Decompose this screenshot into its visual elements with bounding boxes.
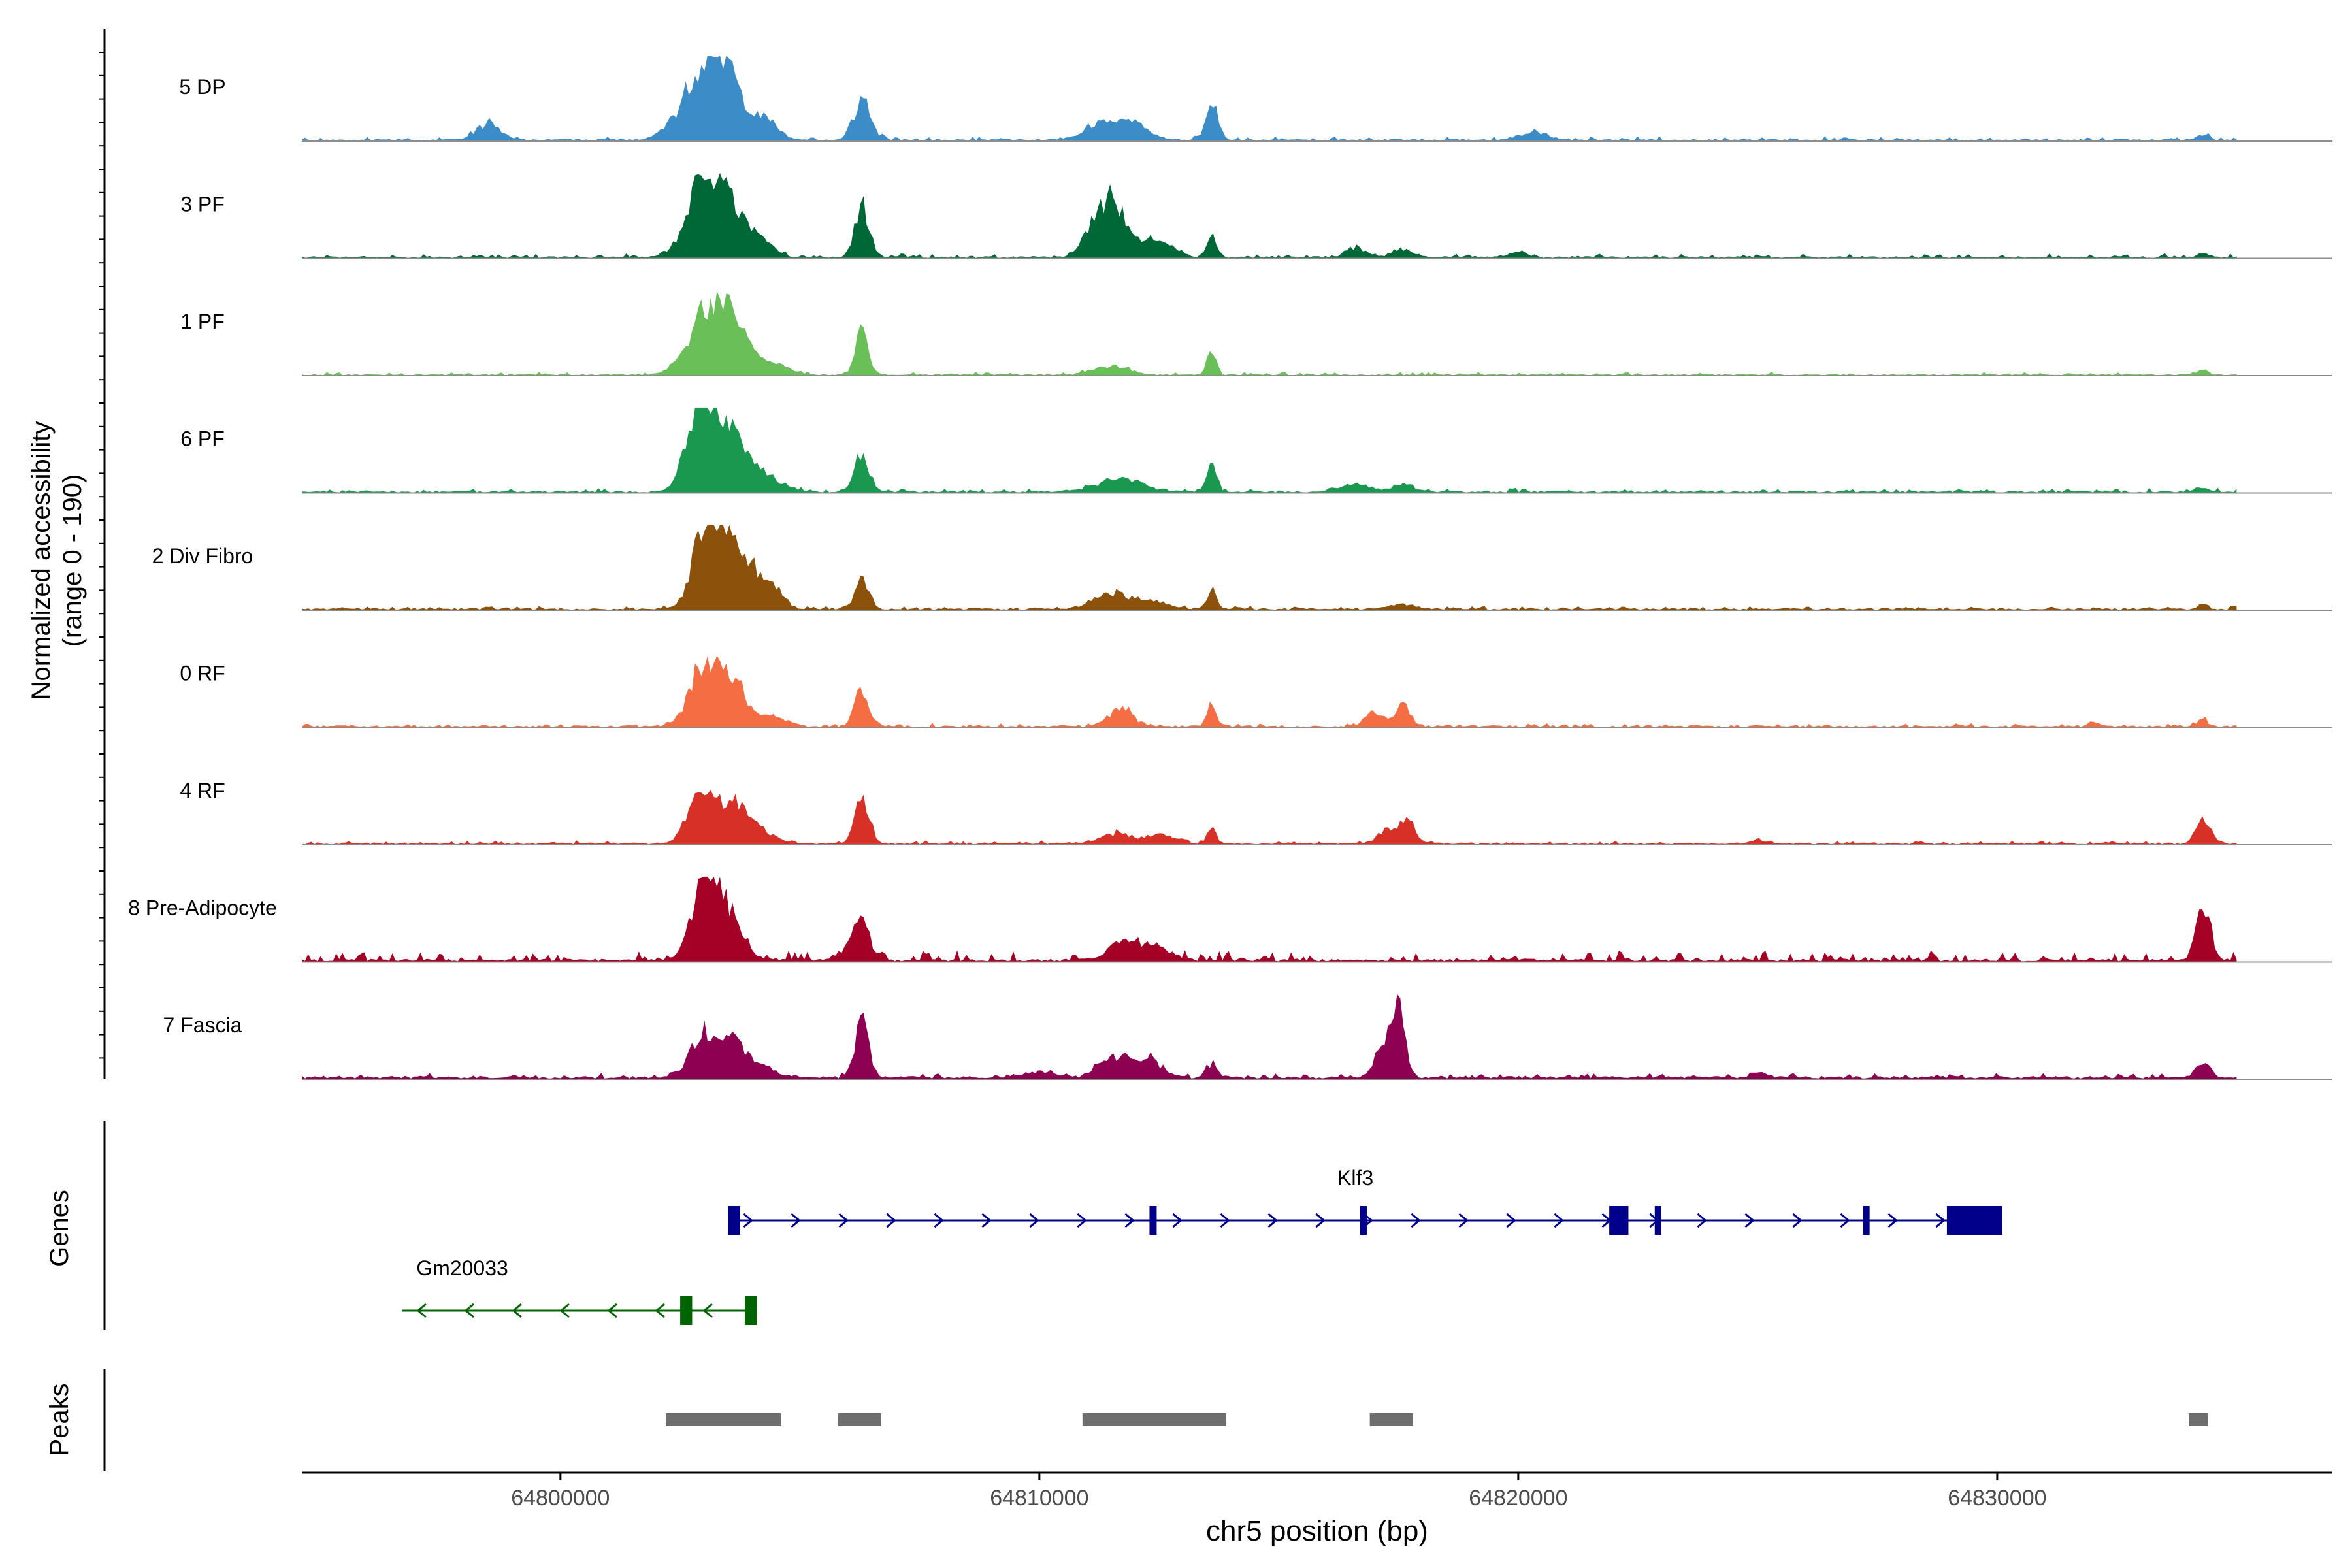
coverage-area xyxy=(302,876,2237,962)
gene-exon xyxy=(1149,1206,1157,1235)
coverage-track: 5 DP xyxy=(179,56,2332,142)
peak-region xyxy=(1082,1413,1226,1426)
y-axis-title: Normalized accessibility xyxy=(27,421,56,700)
gene-strand-chevron xyxy=(1267,1213,1278,1228)
gene-exon xyxy=(1863,1206,1870,1235)
peak-region xyxy=(2189,1413,2208,1426)
gene-strand-chevron xyxy=(1124,1213,1135,1228)
gene-exon xyxy=(745,1296,757,1325)
track-label: 5 DP xyxy=(179,75,225,99)
coverage-track: 6 PF xyxy=(180,407,2332,494)
gene-strand-chevron xyxy=(743,1213,753,1228)
gene-strand-chevron xyxy=(655,1303,665,1318)
gene-label: Klf3 xyxy=(1337,1166,1373,1190)
gene-strand-chevron xyxy=(981,1213,992,1228)
coverage-track: 2 Div Fibro xyxy=(152,525,2332,611)
gene-strand-chevron xyxy=(934,1213,944,1228)
peak-region xyxy=(666,1413,781,1426)
genes-panel: Genes Klf3 Gm20033 xyxy=(45,1121,2002,1330)
coverage-tracks: 5 DP 3 PF 1 PF 6 PF 2 Div Fibro 0 RF 4 RF 8 Pre… xyxy=(128,56,2332,1080)
coverage-y-axis xyxy=(99,29,106,1079)
gene-label: Gm20033 xyxy=(416,1256,508,1280)
coverage-area xyxy=(302,56,2237,142)
coverage-track: 0 RF xyxy=(180,655,2332,728)
peak-region xyxy=(838,1413,881,1426)
gene-exon xyxy=(1609,1206,1629,1235)
gene-exon xyxy=(728,1206,740,1235)
coverage-track: 8 Pre-Adipocyte xyxy=(128,876,2332,963)
x-tick-label: 64830000 xyxy=(1948,1486,2046,1511)
gene-model: Gm20033 xyxy=(402,1256,757,1325)
coverage-area xyxy=(302,525,2237,610)
y-axis-range: (range 0 - 190) xyxy=(58,474,87,647)
x-tick-label: 64820000 xyxy=(1469,1486,1567,1511)
coverage-area xyxy=(302,291,2237,376)
coverage-track: 3 PF xyxy=(180,172,2332,259)
gene-exon xyxy=(1360,1206,1367,1235)
gene-strand-chevron xyxy=(1029,1213,1039,1228)
gene-strand-chevron xyxy=(1506,1213,1516,1228)
gene-strand-chevron xyxy=(512,1303,522,1318)
gene-strand-chevron xyxy=(1077,1213,1087,1228)
gene-strand-chevron xyxy=(1315,1213,1326,1228)
gene-strand-chevron xyxy=(838,1213,849,1228)
genes-panel-label: Genes xyxy=(45,1190,74,1267)
gene-strand-chevron xyxy=(464,1303,474,1318)
coverage-area xyxy=(302,655,2237,728)
track-label: 0 RF xyxy=(180,662,225,685)
gene-strand-chevron xyxy=(1792,1213,1803,1228)
track-label: 2 Div Fibro xyxy=(152,544,253,568)
peaks-panel: Peaks xyxy=(45,1369,2208,1471)
y-axis-label: Normalized accessibility (range 0 - 190) xyxy=(27,421,87,700)
track-label: 3 PF xyxy=(180,193,225,216)
coverage-area xyxy=(302,994,2237,1079)
gene-model: Klf3 xyxy=(728,1166,2002,1235)
gene-exon xyxy=(1654,1206,1661,1235)
x-axis-title: chr5 position (bp) xyxy=(1206,1515,1428,1547)
gene-strand-chevron xyxy=(1840,1213,1850,1228)
coverage-area xyxy=(302,407,2237,493)
coverage-area xyxy=(302,789,2237,845)
gene-strand-chevron xyxy=(559,1303,570,1318)
gene-strand-chevron xyxy=(1411,1213,1421,1228)
gene-strand-chevron xyxy=(1220,1213,1230,1228)
gene-strand-chevron xyxy=(702,1303,713,1318)
track-label: 4 RF xyxy=(180,779,225,802)
x-tick-label: 64800000 xyxy=(511,1486,610,1511)
gene-strand-chevron xyxy=(886,1213,896,1228)
gene-strand-chevron xyxy=(1887,1213,1898,1228)
peaks-panel-label: Peaks xyxy=(45,1383,74,1456)
gene-strand-chevron xyxy=(607,1303,617,1318)
peak-region xyxy=(1369,1413,1413,1426)
gene-strand-chevron xyxy=(1172,1213,1183,1228)
x-tick-label: 64810000 xyxy=(990,1486,1088,1511)
coverage-area xyxy=(302,172,2237,259)
track-label: 8 Pre-Adipocyte xyxy=(128,896,277,920)
gene-strand-chevron xyxy=(1458,1213,1469,1228)
gene-strand-chevron xyxy=(1935,1213,1946,1228)
gene-exon xyxy=(1946,1206,2002,1235)
gene-strand-chevron xyxy=(791,1213,801,1228)
track-label: 7 Fascia xyxy=(163,1013,242,1037)
coverage-track: 4 RF xyxy=(180,779,2332,845)
gene-strand-chevron xyxy=(416,1303,427,1318)
track-label: 1 PF xyxy=(180,310,225,333)
gene-strand-chevron xyxy=(1554,1213,1564,1228)
track-label: 6 PF xyxy=(180,427,225,451)
gene-strand-chevron xyxy=(1697,1213,1707,1228)
coverage-track: 1 PF xyxy=(180,291,2332,376)
coverage-track: 7 Fascia xyxy=(163,994,2332,1080)
gene-strand-chevron xyxy=(1744,1213,1755,1228)
gene-exon xyxy=(680,1296,693,1325)
x-axis: chr5 position (bp) 64800000 64810000 64820… xyxy=(302,1471,2332,1547)
